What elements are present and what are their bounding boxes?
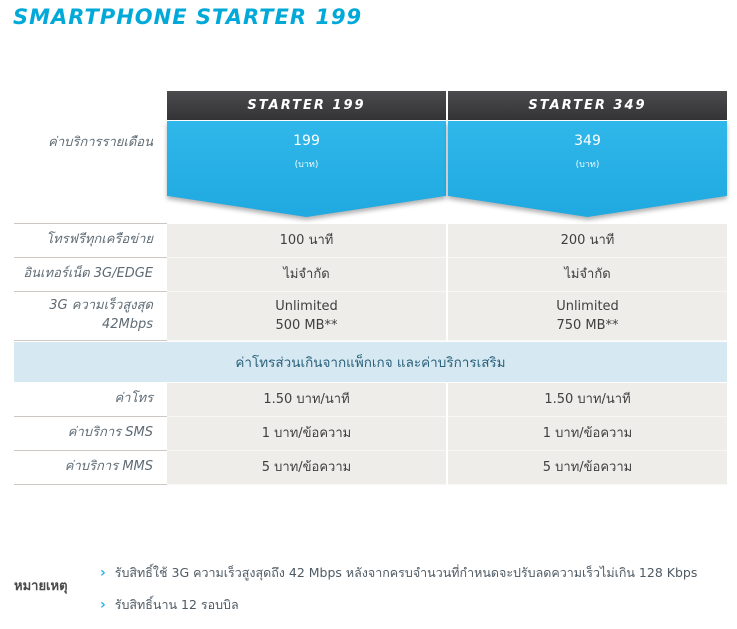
row-label-call-rate: ค่าโทร [14,383,167,417]
price-amount: 199 [293,133,320,149]
row-label-mms-rate: ค่าบริการ MMS [14,451,167,485]
row-label-3g-speed: 3G ความเร็วสูงสุด 42Mbps [14,292,167,341]
row-label-internet: อินเทอร์เน็ต 3G/EDGE [14,258,167,292]
chevron-right-icon: › [100,596,106,613]
pricing-table: STARTER 199 STARTER 349 ค่าบริการรายเดือ… [14,91,727,485]
price-ribbon-plan1: 199 (บาท) [167,121,446,217]
table-row-3g-speed: 3G ความเร็วสูงสุด 42Mbps Unlimited 500 M… [14,292,727,341]
cell-value: 5 บาท/ข้อความ [167,451,446,485]
price-unit: (บาท) [575,160,600,170]
section-banner-extra-charges: ค่าโทรส่วนเกินจากแพ็กเกจ และค่าบริการเสร… [14,342,727,382]
price-unit: (บาท) [294,160,319,170]
cell-value: 200 นาที [448,224,727,258]
cell-value: 1.50 บาท/นาที [448,383,727,417]
monthly-fee-cell-plan1: 199 (บาท) [167,120,446,224]
monthly-fee-row: ค่าบริการรายเดือน 199 (บาท) 349 (บาท) [14,120,727,224]
table-row-sms-rate: ค่าบริการ SMS 1 บาท/ข้อความ 1 บาท/ข้อควา… [14,417,727,451]
table-row-mms-rate: ค่าบริการ MMS 5 บาท/ข้อความ 5 บาท/ข้อควา… [14,451,727,485]
cell-value: 100 นาที [167,224,446,258]
cell-value: ไม่จำกัด [448,258,727,292]
header-spacer [14,91,167,120]
table-row-internet: อินเทอร์เน็ต 3G/EDGE ไม่จำกัด ไม่จำกัด [14,258,727,292]
cell-value: ไม่จำกัด [167,258,446,292]
cell-value: 1.50 บาท/นาที [167,383,446,417]
note-item: › รับสิทธิ์ใช้ 3G ความเร็วสูงสุดถึง 42 M… [100,565,726,582]
notes-heading: หมายเหตุ [14,579,68,594]
chevron-right-icon: › [100,565,106,581]
table-row-free-calls: โทรฟรีทุกเครือข่าย 100 นาที 200 นาที [14,224,727,258]
table-row-call-rate: ค่าโทร 1.50 บาท/นาที 1.50 บาท/นาที [14,383,727,417]
note-item: › รับสิทธิ์นาน 12 รอบบิล [100,597,726,614]
note-text: รับสิทธิ์ใช้ 3G ความเร็วสูงสุดถึง 42 Mbp… [114,565,698,580]
cell-value: 1 บาท/ข้อความ [448,417,727,451]
monthly-fee-cell-plan2: 349 (บาท) [448,120,727,224]
row-label-monthly-fee: ค่าบริการรายเดือน [14,120,167,224]
plan-header-starter-199: STARTER 199 [167,91,446,120]
page-title: SMARTPHONE STARTER 199 [13,5,363,29]
notes-section: หมายเหตุ › รับสิทธิ์ใช้ 3G ความเร็วสูงสุ… [14,565,726,629]
plan-header-starter-349: STARTER 349 [448,91,727,120]
plan-header-row: STARTER 199 STARTER 349 [14,91,727,120]
note-text: รับสิทธิ์นาน 12 รอบบิล [114,596,239,612]
price-ribbon-plan2: 349 (บาท) [448,121,727,217]
cell-value: Unlimited 500 MB** [167,292,446,341]
cell-value: 5 บาท/ข้อความ [448,451,727,485]
row-label-free-calls: โทรฟรีทุกเครือข่าย [14,224,167,258]
price-amount: 349 [574,133,601,149]
cell-value: 1 บาท/ข้อความ [167,417,446,451]
row-label-sms-rate: ค่าบริการ SMS [14,417,167,451]
cell-value: Unlimited 750 MB** [448,292,727,341]
